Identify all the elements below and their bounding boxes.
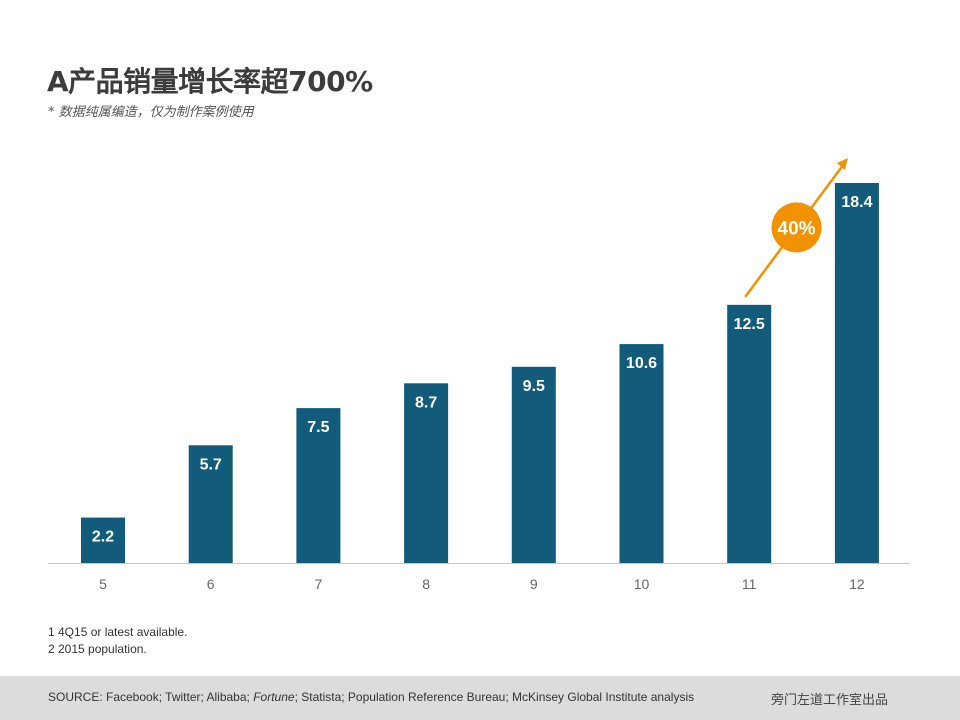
data-label: 10.6 <box>626 355 657 372</box>
bar <box>81 517 125 563</box>
x-tick-label: 8 <box>422 576 430 592</box>
source-suffix: ; Statista; Population Reference Bureau;… <box>294 690 695 704</box>
subtitle: * 数据纯属编造，仅为制作案例使用 <box>48 105 254 120</box>
bar <box>188 445 233 563</box>
bar <box>834 183 879 563</box>
source-italic: Fortune <box>253 690 295 704</box>
x-tick-label: 9 <box>530 576 538 592</box>
data-label: 5.7 <box>200 456 222 473</box>
growth-arrow-head-icon <box>836 158 848 170</box>
bar <box>619 344 664 563</box>
data-label: 18.4 <box>841 194 872 211</box>
data-label: 8.7 <box>415 394 437 411</box>
data-label: 7.5 <box>307 419 329 436</box>
brand-text: 旁门左道工作室出品 <box>771 693 889 708</box>
data-label: 2.2 <box>92 529 114 546</box>
x-tick-label: 6 <box>207 576 215 592</box>
bar <box>511 366 556 563</box>
x-tick-label: 12 <box>849 576 865 592</box>
x-tick-label: 10 <box>634 576 650 592</box>
x-tick-label: 7 <box>315 576 323 592</box>
bar-chart: 2.2 5 5.7 6 7.5 7 8.7 8 9.5 9 10.6 10 12.5 11 18.4 12 40… <box>48 158 910 592</box>
bar <box>404 383 449 563</box>
footer-bar: SOURCE: Facebook; Twitter; Alibaba; Fort… <box>0 676 960 720</box>
source-text: SOURCE: Facebook; Twitter; Alibaba; Fort… <box>48 690 694 704</box>
bar <box>296 408 341 563</box>
page-title: A产品销量增长率超700% <box>47 65 373 98</box>
x-tick-label: 11 <box>742 576 757 592</box>
growth-badge-label: 40% <box>778 218 816 239</box>
data-label: 12.5 <box>734 316 765 333</box>
data-label: 9.5 <box>523 378 545 395</box>
x-tick-label: 5 <box>99 576 107 592</box>
footnote: 1 4Q15 or latest available. <box>48 625 188 639</box>
bar <box>727 304 772 563</box>
footnote: 2 2015 population. <box>48 642 147 656</box>
source-prefix: SOURCE: Facebook; Twitter; Alibaba; <box>48 690 254 704</box>
growth-badge <box>771 202 822 253</box>
footnotes: 1 4Q15 or latest available. 2 2015 popul… <box>48 624 187 658</box>
